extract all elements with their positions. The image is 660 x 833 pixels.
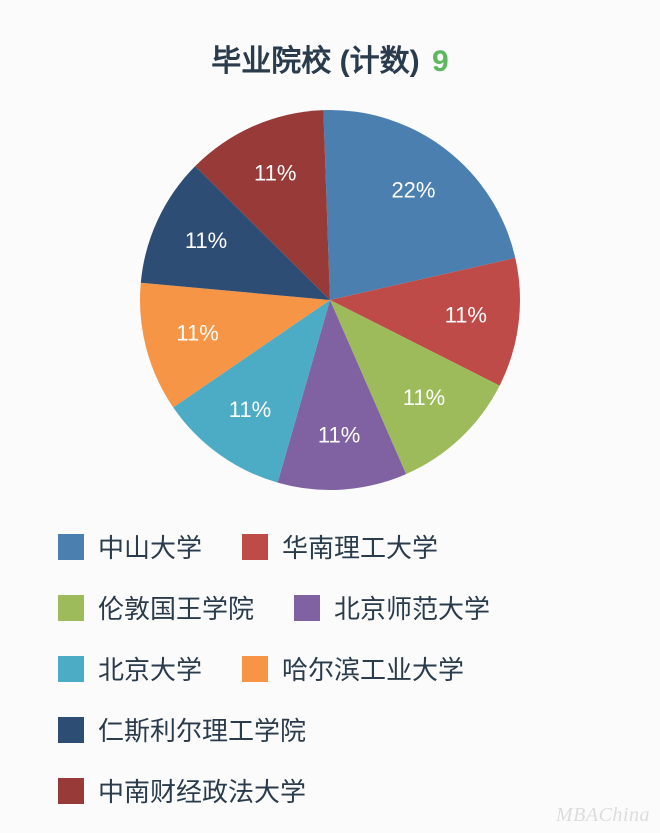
pie-slice-label: 11% <box>403 385 445 410</box>
legend-swatch <box>58 534 84 560</box>
legend-item: 华南理工大学 <box>242 528 438 565</box>
chart-title-count: 9 <box>432 45 449 78</box>
legend-label: 中山大学 <box>98 528 202 565</box>
chart-title-row: 毕业院校 (计数) 9 <box>0 36 660 80</box>
legend-item: 北京大学 <box>58 650 202 687</box>
legend-swatch <box>58 778 84 804</box>
legend-item: 哈尔滨工业大学 <box>242 650 464 687</box>
pie-slice-label: 11% <box>445 302 487 327</box>
legend-label: 华南理工大学 <box>282 528 438 565</box>
legend-swatch <box>58 595 84 621</box>
pie-slice-label: 11% <box>254 160 296 185</box>
legend-item: 中南财经政法大学 <box>58 772 306 809</box>
pie-chart-wrap: 22% 11% 11% 11% 11% 11% 11% 11% <box>0 108 660 492</box>
chart-legend: 中山大学 华南理工大学伦敦国王学院 北京师范大学北京大学 哈尔滨工业大学仁斯利尔理工学… <box>58 528 660 833</box>
legend-label: 中南财经政法大学 <box>98 772 306 809</box>
pie-slice-label: 11% <box>176 320 218 345</box>
legend-label: 哈尔滨工业大学 <box>282 650 464 687</box>
legend-label: 北京大学 <box>98 650 202 687</box>
legend-label: 伦敦国王学院 <box>98 589 254 626</box>
pie-slice-label: 22% <box>391 177 435 202</box>
legend-swatch <box>58 656 84 682</box>
chart-title: 毕业院校 (计数) <box>211 45 419 78</box>
pie-slice-label: 11% <box>185 228 227 253</box>
pie-slice-label: 11% <box>229 397 271 422</box>
legend-item: 中山大学 <box>58 528 202 565</box>
pie-slice-label: 11% <box>318 422 360 447</box>
legend-item: 伦敦国王学院 <box>58 589 254 626</box>
pie-chart: 22% 11% 11% 11% 11% 11% 11% 11% <box>138 108 522 492</box>
legend-item: 北京师范大学 <box>294 589 490 626</box>
legend-swatch <box>242 534 268 560</box>
legend-label: 北京师范大学 <box>334 589 490 626</box>
legend-swatch <box>58 717 84 743</box>
legend-item: 仁斯利尔理工学院 <box>58 711 306 748</box>
chart-container: 毕业院校 (计数) 9 22% 11% 11% 11% 11% 11% 11% 11% 中山大… <box>0 0 660 833</box>
watermark-text: MBAChina <box>556 804 650 827</box>
legend-label: 仁斯利尔理工学院 <box>98 711 306 748</box>
legend-swatch <box>242 656 268 682</box>
legend-swatch <box>294 595 320 621</box>
